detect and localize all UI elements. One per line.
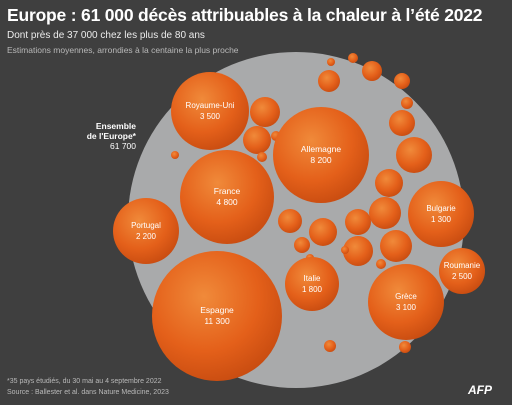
bubble-value-italie: 1 800 [302, 285, 323, 294]
country-bubble-23 [324, 340, 336, 352]
bubble-france [180, 150, 274, 244]
chart-note: Estimations moyennes, arrondies à la cen… [7, 45, 239, 55]
bubble-value-royaume-uni: 3 500 [200, 112, 221, 121]
country-bubble-5 [394, 73, 410, 89]
country-bubble-9 [375, 169, 403, 197]
bubble-bulgarie [408, 181, 474, 247]
country-bubble-1 [318, 70, 340, 92]
europe-value: 61 700 [110, 141, 136, 151]
bubble-label-allemagne: Allemagne [301, 144, 341, 154]
country-bubble-8 [396, 137, 432, 173]
bubble-label-roumanie: Roumanie [444, 261, 481, 270]
country-bubble-6 [401, 97, 413, 109]
bubble-allemagne [273, 107, 369, 203]
bubble-label-royaume-uni: Royaume-Uni [186, 101, 235, 110]
bubble-label-italie: Italie [304, 274, 321, 283]
country-bubble-14 [294, 237, 310, 253]
bubble-value-espagne: 11 300 [204, 316, 230, 326]
country-bubble-10 [369, 197, 401, 229]
source: Source : Ballester et al. dans Nature Me… [7, 389, 169, 396]
country-bubble-3 [327, 58, 335, 66]
europe-label-line2: de l'Europe* [87, 131, 137, 141]
country-bubble-19 [243, 126, 271, 154]
bubble-value-grece: 3 100 [396, 303, 417, 312]
bubble-value-roumanie: 2 500 [452, 272, 473, 281]
bubble-value-portugal: 2 200 [136, 232, 157, 241]
country-bubble-12 [309, 218, 337, 246]
country-bubble-4 [362, 61, 382, 81]
bubble-label-bulgarie: Bulgarie [426, 204, 456, 213]
chart-subtitle: Dont près de 37 000 chez les plus de 80 … [7, 30, 205, 41]
country-bubble-20 [257, 152, 267, 162]
country-bubble-16 [380, 230, 412, 262]
chart-title: Europe : 61 000 décès attribuables à la … [7, 5, 483, 25]
country-bubble-18 [250, 97, 280, 127]
bubble-grece [368, 264, 444, 340]
country-bubble-22 [171, 151, 179, 159]
country-bubble-13 [278, 209, 302, 233]
bubble-label-grece: Grèce [395, 292, 417, 301]
country-bubble-17 [376, 259, 386, 269]
bubble-espagne [152, 251, 282, 381]
country-bubble-15 [343, 236, 373, 266]
bubble-royaume-uni [171, 72, 249, 150]
country-bubble-24 [399, 341, 411, 353]
bubble-italie [285, 257, 339, 311]
bubble-label-espagne: Espagne [200, 305, 234, 315]
europe-label-line1: Ensemble [96, 121, 136, 131]
bubble-value-allemagne: 8 200 [310, 155, 332, 165]
afp-logo: AFP [468, 383, 492, 397]
country-bubble-7 [389, 110, 415, 136]
footnote: *35 pays étudiés, du 30 mai au 4 septemb… [7, 378, 162, 385]
bubble-portugal [113, 198, 179, 264]
bubble-label-france: France [214, 186, 241, 196]
country-bubble-11 [345, 209, 371, 235]
bubble-value-france: 4 800 [216, 197, 238, 207]
bubble-value-bulgarie: 1 300 [431, 215, 452, 224]
country-bubble-26 [341, 246, 349, 254]
bubble-roumanie [439, 248, 485, 294]
country-bubble-2 [348, 53, 358, 63]
bubble-label-portugal: Portugal [131, 221, 161, 230]
